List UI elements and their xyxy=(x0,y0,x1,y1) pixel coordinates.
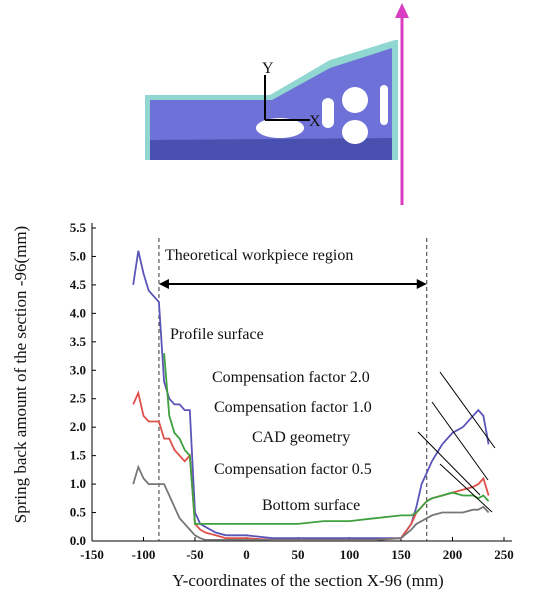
y-tick-label: 4.0 xyxy=(70,305,86,320)
y-tick-label: 4.5 xyxy=(70,277,87,292)
x-tick-label: 150 xyxy=(391,547,411,562)
series-line xyxy=(133,251,488,538)
x-tick-label: 250 xyxy=(494,547,514,562)
y-tick-label: 1.5 xyxy=(70,448,87,463)
x-tick-label: -150 xyxy=(80,547,104,562)
axis-x-label: X xyxy=(309,113,321,130)
x-tick-label: -100 xyxy=(132,547,156,562)
x-tick-label: 0 xyxy=(243,547,250,562)
y-axis-title: Spring back amount of the section -96(mm… xyxy=(11,226,30,523)
arrow-head xyxy=(417,279,427,289)
arrow-head xyxy=(159,279,169,289)
series-label: Compensation factor 1.0 xyxy=(214,399,372,416)
x-axis-title: Y-coordinates of the section X-96 (mm) xyxy=(172,571,443,590)
y-tick-label: 1.0 xyxy=(70,476,86,491)
axis-y-label: Y xyxy=(262,60,274,77)
y-tick-label: 2.5 xyxy=(70,391,87,406)
y-tick-label: 0.5 xyxy=(70,505,87,520)
chart: 0.0 0.5 1.0 1.5 2.0 2.5 3.0 3.5 4.0 4.5 5.0 5.5 -150… xyxy=(11,220,514,590)
y-tick-label: 3.0 xyxy=(70,362,86,377)
part-image: Y X xyxy=(145,3,409,205)
y-tick-label: 0.0 xyxy=(70,533,86,548)
page: Y X 0.0 0.5 1.0 1.5 2.0 2.5 3.0 3.5 4.0 4.5 5.0 5.5… xyxy=(0,0,534,601)
x-tick-label: 100 xyxy=(340,547,360,562)
series-label: CAD geometry xyxy=(252,429,350,446)
leader-line xyxy=(440,464,492,512)
y-tick-label: 5.0 xyxy=(70,248,86,263)
y-tick-label: 3.5 xyxy=(70,334,87,349)
annotation: Theoretical workpiece region xyxy=(165,247,353,264)
x-tick-label: -50 xyxy=(186,547,203,562)
x-tick-label: 200 xyxy=(443,547,463,562)
annotation: Bottom surface xyxy=(262,497,360,514)
leader-line xyxy=(432,402,488,480)
annotation: Profile surface xyxy=(170,326,264,343)
leader-line xyxy=(418,432,480,495)
series-label: Compensation factor 2.0 xyxy=(212,369,370,386)
y-tick-label: 2.0 xyxy=(70,419,86,434)
x-tick-label: 50 xyxy=(292,547,305,562)
y-tick-label: 5.5 xyxy=(70,220,87,235)
series-label: Compensation factor 0.5 xyxy=(214,461,372,478)
